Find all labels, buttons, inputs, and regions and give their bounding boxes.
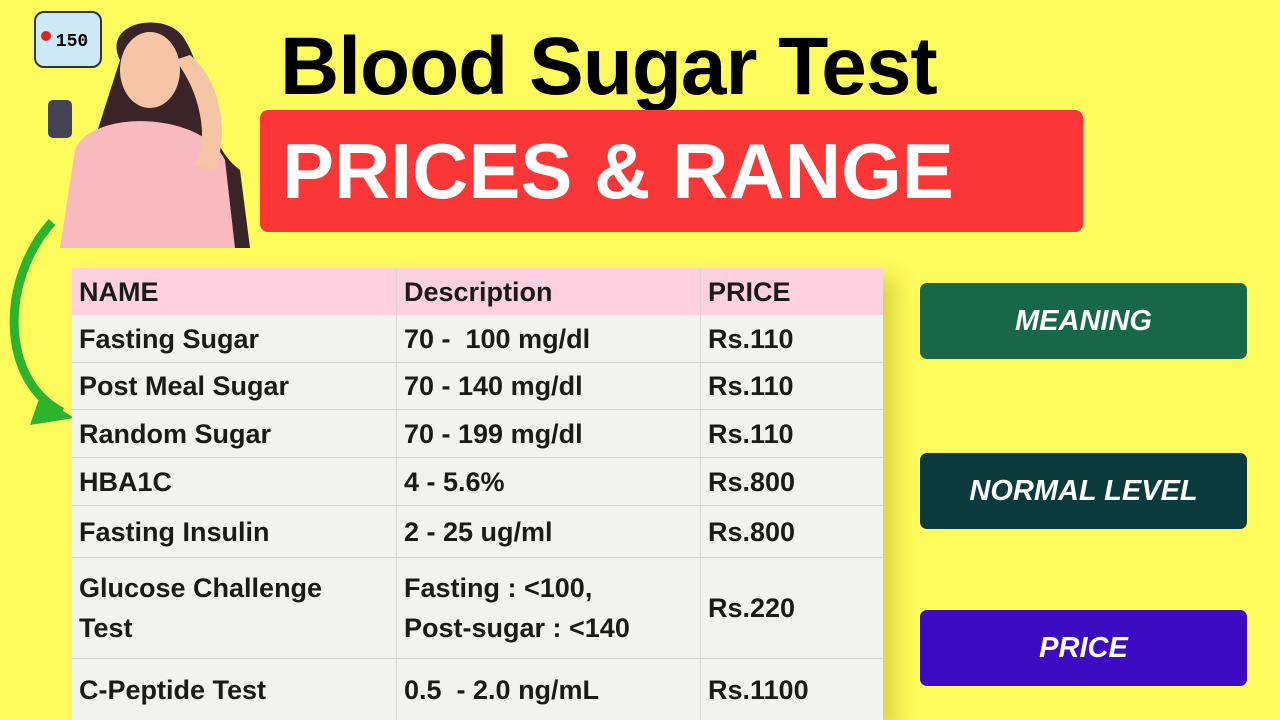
table-cell: 4 - 5.6% xyxy=(397,458,701,505)
column-header: PRICE xyxy=(708,276,791,307)
illustration: 150 xyxy=(9,11,250,425)
button[interactable]: MEANING xyxy=(920,283,1247,359)
price-table: NAME Description PRICE Fasting Sugar 70 - 10… xyxy=(72,268,883,720)
banner: PRICES & RANGE xyxy=(260,110,1083,232)
table-cell: HBA1C xyxy=(72,458,397,505)
table-cell: Rs.1100 xyxy=(708,675,809,705)
meter xyxy=(48,100,72,138)
table-cell: Rs.110 xyxy=(708,323,794,354)
table-cell: 0.5 - 2.0 ng/mL xyxy=(397,659,701,720)
meter-reading: 150 xyxy=(56,32,88,52)
cell-line: Test xyxy=(79,613,133,643)
shirt xyxy=(60,121,235,248)
button[interactable]: PRICE xyxy=(920,610,1247,686)
column-header: Description xyxy=(397,268,701,315)
table-cell: Rs.800 xyxy=(708,516,796,547)
meter-bubble xyxy=(34,11,102,68)
table-cell: Post Meal Sugar xyxy=(72,363,397,409)
cell-line: Glucose Challenge xyxy=(79,573,323,603)
cell-line: Fasting : <100, xyxy=(404,573,593,603)
table-cell: Rs.800 xyxy=(708,466,796,497)
table-row: Random Sugar 70 - 199 mg/dl Rs.110 xyxy=(72,410,883,458)
column-header: NAME xyxy=(72,268,397,315)
table-row: Fasting Sugar 70 - 100 mg/dl Rs.110 xyxy=(72,315,883,363)
table-cell: Rs.110 xyxy=(708,371,794,401)
table-cell: 70 - 199 mg/dl xyxy=(397,410,701,457)
table-row: HBA1C 4 - 5.6% Rs.800 xyxy=(72,458,883,506)
table-cell: Fasting Insulin xyxy=(72,506,397,557)
table-cell: 70 - 140 mg/dl xyxy=(397,363,701,409)
table-row: Fasting Insulin 2 - 25 ug/ml Rs.800 xyxy=(72,506,883,558)
button[interactable]: NORMAL LEVEL xyxy=(920,453,1247,529)
table-cell: Rs.110 xyxy=(708,418,794,449)
table-cell: Rs.220 xyxy=(708,593,796,623)
table-cell: C-Peptide Test xyxy=(72,659,397,720)
table-row: Post Meal Sugar 70 - 140 mg/dl Rs.110 xyxy=(72,363,883,410)
table-cell: 2 - 25 ug/ml xyxy=(397,506,701,557)
cell-line: Post-sugar : <140 xyxy=(404,613,630,643)
table-row: C-Peptide Test 0.5 - 2.0 ng/mL Rs.1100 xyxy=(72,659,883,720)
blood-drop xyxy=(41,31,51,41)
arm xyxy=(175,55,222,170)
table-row: Glucose Challenge Test Fasting : <100, Post… xyxy=(72,558,883,659)
table-cell: Random Sugar xyxy=(72,410,397,457)
title: Blood Sugar Test xyxy=(280,21,938,112)
header-row: NAME Description PRICE xyxy=(72,268,883,315)
face xyxy=(120,32,180,108)
arrow xyxy=(9,218,65,416)
table-cell: Fasting : <100, Post-sugar : <140 xyxy=(397,558,701,658)
table-cell: Glucose Challenge Test xyxy=(72,558,397,658)
table-cell: 70 - 100 mg/dl xyxy=(397,315,701,362)
table-cell: Fasting Sugar xyxy=(72,315,397,362)
arrow-head xyxy=(30,396,74,425)
